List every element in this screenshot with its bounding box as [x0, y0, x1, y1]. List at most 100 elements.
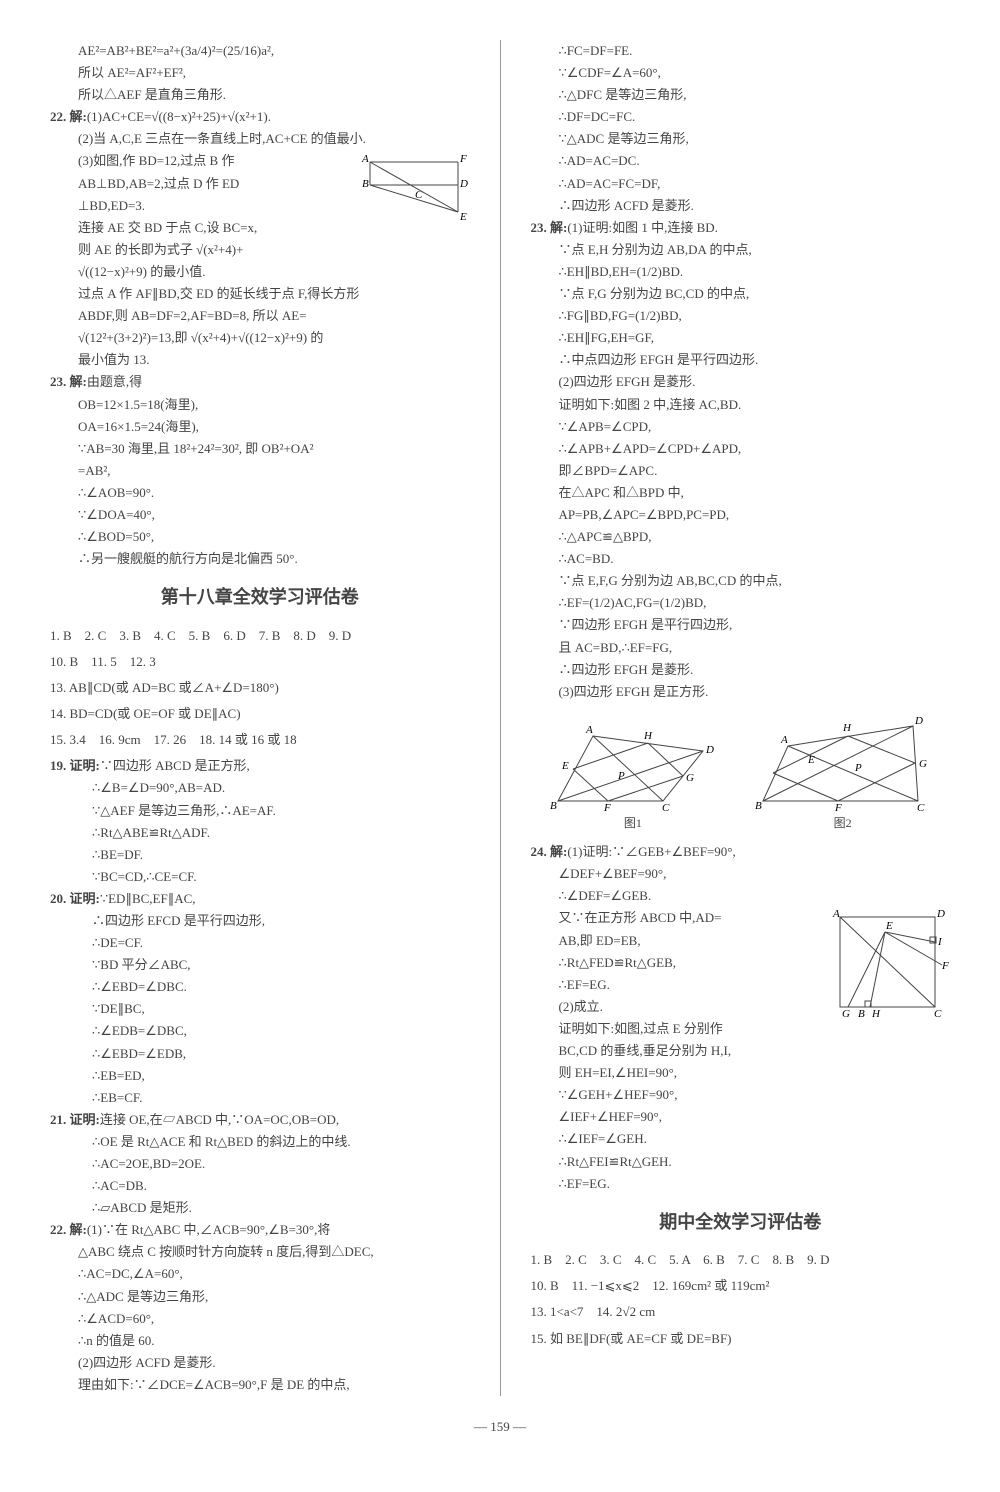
two-column-layout: AE²=AB²+BE²=a²+(3a/4)²=(25/16)a², 所以 AE²…: [50, 40, 950, 1396]
text-line: (3)如图,作 BD=12,过点 B 作: [50, 150, 360, 172]
text-line: ∴△APC≌△BPD,: [531, 526, 951, 548]
text: (1)证明:∵∠GEB+∠BEF=90°,: [567, 844, 735, 859]
svg-text:C: C: [934, 1008, 942, 1017]
text-line: ∠IEF+∠HEF=90°,: [531, 1106, 951, 1128]
svg-text:H: H: [842, 722, 852, 734]
right-column: ∴FC=DF=FE. ∵∠CDF=∠A=60°, ∴△DFC 是等边三角形, ∴…: [531, 40, 951, 1396]
svg-text:A: A: [832, 908, 840, 920]
svg-text:E: E: [807, 754, 815, 766]
text-line: ∴BE=DF.: [50, 844, 470, 866]
text-line: ∴DF=DC=FC.: [531, 106, 951, 128]
text-line: ∴n 的值是 60.: [50, 1330, 470, 1352]
text-line: 又∵在正方形 ABCD 中,AD=: [531, 907, 831, 929]
text-line: ∵AB=30 海里,且 18²+24²=30², 即 OB²+OA²: [50, 438, 470, 460]
text-line: ∴四边形 EFGH 是菱形.: [531, 659, 951, 681]
text-line: ∴四边形 EFCD 是平行四边形,: [50, 910, 470, 932]
text-line: ∠DEF+∠BEF=90°,: [531, 863, 951, 885]
svg-text:P: P: [854, 762, 862, 774]
text-line: ∴∠APB+∠APD=∠CPD+∠APD,: [531, 438, 951, 460]
q22b-label: 22. 解:(1)∵在 Rt△ABC 中,∠ACB=90°,∠B=30°,将: [50, 1219, 470, 1241]
q22-label: 22. 解:(1)AC+CE=√((8−x)²+25)+√(x²+1).: [50, 106, 470, 128]
text-line: OA=16×1.5=24(海里),: [50, 416, 470, 438]
text-line: ∴∠AOB=90°.: [50, 482, 470, 504]
text-line: ∴四边形 ACFD 是菱形.: [531, 195, 951, 217]
answer-line: 10. B 11. −1⩽x⩽2 12. 169cm² 或 119cm²: [531, 1275, 951, 1297]
svg-text:E: E: [885, 920, 893, 932]
svg-text:B: B: [755, 800, 762, 811]
text-line: =AB²,: [50, 460, 470, 482]
text-line: ∴EH∥FG,EH=GF,: [531, 327, 951, 349]
text-line: AB,即 ED=EB,: [531, 930, 831, 952]
text: 连接 OE,在▱ABCD 中,∵OA=OC,OB=OD,: [100, 1112, 339, 1127]
text-line: ∴∠EBD=∠DBC.: [50, 976, 470, 998]
answer-line: 1. B 2. C 3. C 4. C 5. A 6. B 7. C 8. B …: [531, 1249, 951, 1271]
text-line: 所以△AEF 是直角三角形.: [50, 84, 470, 106]
text-line: √((12−x)²+9) 的最小值.: [50, 261, 470, 283]
text-line: ∴FG∥BD,FG=(1/2)BD,: [531, 305, 951, 327]
text-line: ∴∠EBD=∠EDB,: [50, 1043, 470, 1065]
text-line: ∵△AEF 是等边三角形,∴AE=AF.: [50, 800, 470, 822]
answer-line: 10. B 11. 5 12. 3: [50, 651, 470, 673]
text-line: ∵BC=CD,∴CE=CF.: [50, 866, 470, 888]
text-line: ∴▱ABCD 是矩形.: [50, 1197, 470, 1219]
text-line: 理由如下:∵∠DCE=∠ACB=90°,F 是 DE 的中点,: [50, 1374, 470, 1396]
figure-1: H D A E P G B F C 图1: [548, 711, 718, 833]
text-line: 则 EH=EI,∠HEI=90°,: [531, 1062, 951, 1084]
fig2-label: 图2: [753, 813, 933, 833]
svg-text:G: G: [919, 758, 927, 770]
answer-line: 15. 3.4 16. 9cm 17. 26 18. 14 或 16 或 18: [50, 729, 470, 751]
svg-text:D: D: [459, 178, 468, 190]
text-line: AE²=AB²+BE²=a²+(3a/4)²=(25/16)a²,: [50, 40, 470, 62]
text-line: √(12²+(3+2)²)=13,即 √(x²+4)+√((12−x)²+9) …: [50, 327, 470, 349]
svg-text:F: F: [941, 960, 949, 972]
svg-text:C: C: [917, 802, 925, 811]
text: ∵四边形 ABCD 是正方形,: [100, 758, 250, 773]
text-line: 连接 AE 交 BD 于点 C,设 BC=x,: [50, 217, 360, 239]
text-line: ∵BD 平分∠ABC,: [50, 954, 470, 976]
text-line: ∴EF=EG.: [531, 974, 831, 996]
text-line: ∴AC=DC,∠A=60°,: [50, 1263, 470, 1285]
svg-text:D: D: [914, 715, 923, 727]
q19-label: 19. 证明:∵四边形 ABCD 是正方形,: [50, 755, 470, 777]
text-line: ∵∠CDF=∠A=60°,: [531, 62, 951, 84]
answer-line: 14. BD=CD(或 OE=OF 或 DE∥AC): [50, 703, 470, 725]
text: 由题意,得: [87, 374, 142, 389]
answer-line: 13. 1<a<7 14. 2√2 cm: [531, 1301, 951, 1323]
svg-text:D: D: [705, 744, 714, 756]
svg-text:C: C: [662, 802, 670, 811]
answer-line: 13. AB∥CD(或 AD=BC 或∠A+∠D=180°): [50, 677, 470, 699]
label: 23. 解:: [50, 374, 87, 389]
text-line: ∴Rt△FEI≌Rt△GEH.: [531, 1151, 951, 1173]
svg-text:F: F: [603, 802, 611, 811]
midterm-title: 期中全效学习评估卷: [531, 1207, 951, 1238]
svg-text:B: B: [858, 1008, 865, 1017]
text-line: ∴EB=CF.: [50, 1087, 470, 1109]
text-line: ∵点 F,G 分别为边 BC,CD 的中点,: [531, 283, 951, 305]
svg-text:H: H: [871, 1008, 881, 1017]
text-line: (2)当 A,C,E 三点在一条直线上时,AC+CE 的值最小.: [50, 128, 470, 150]
text-line: ∴OE 是 Rt△ACE 和 Rt△BED 的斜边上的中线.: [50, 1131, 470, 1153]
text: (1)AC+CE=√((8−x)²+25)+√(x²+1).: [87, 109, 271, 124]
column-divider: [500, 40, 501, 1396]
svg-text:A: A: [780, 734, 788, 746]
text-line: 最小值为 13.: [50, 349, 470, 371]
answer-line: 15. 如 BE∥DF(或 AE=CF 或 DE=BF): [531, 1328, 951, 1350]
svg-text:A: A: [585, 724, 593, 736]
svg-text:B: B: [362, 178, 369, 190]
text-line: (2)四边形 ACFD 是菱形.: [50, 1352, 470, 1374]
text-line: 过点 A 作 AF∥BD,交 ED 的延长线于点 F,得长方形: [50, 283, 470, 305]
text-line: 在△APC 和△BPD 中,: [531, 482, 951, 504]
text-line: ∵点 E,F,G 分别为边 AB,BC,CD 的中点,: [531, 570, 951, 592]
label: 19. 证明:: [50, 758, 100, 773]
answer-line: 1. B 2. C 3. B 4. C 5. B 6. D 7. B 8. D …: [50, 625, 470, 647]
text-line: ∴AD=AC=FC=DF,: [531, 173, 951, 195]
label: 22. 解:: [50, 109, 87, 124]
figure-2: H D A E P G B F C 图2: [753, 711, 933, 833]
diagram-q22: A F B C D E: [360, 150, 470, 260]
text-line: ∴Rt△FED≌Rt△GEB,: [531, 952, 831, 974]
text-line: 证明如下:如图 2 中,连接 AC,BD.: [531, 394, 951, 416]
text-line: ∴EB=ED,: [50, 1065, 470, 1087]
text-line: ∵∠DOA=40°,: [50, 504, 470, 526]
label: 23. 解:: [531, 220, 568, 235]
svg-text:A: A: [361, 153, 369, 165]
